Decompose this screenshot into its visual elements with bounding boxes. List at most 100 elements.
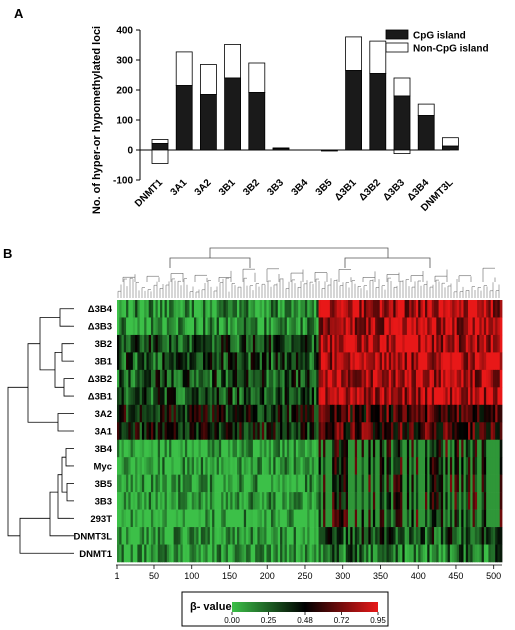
heatmap-cell [191,544,195,563]
heatmap-cell [495,404,498,423]
heatmap-cell [409,439,412,458]
heatmap-cell [452,352,455,371]
row-dendro-branch [59,308,70,327]
heatmap-cell [182,317,186,336]
heatmap-cell [386,422,390,441]
heatmap-cell [409,334,412,353]
heatmap-cell [302,404,306,423]
heatmap-cell [483,352,487,371]
heatmap-cell [209,422,213,441]
heatmap-cell [341,509,344,528]
heatmap-cell [275,474,279,493]
heatmap-cell [218,404,222,423]
heatmap-cell [225,387,229,406]
heatmap-cell [282,457,285,475]
heatmap-cell [461,439,464,458]
heatmap-cell [391,457,394,475]
heatmap-cell [379,369,383,388]
heatmap-cell [162,457,165,475]
heatmap-cell [153,439,156,458]
heatmap-cell [379,334,383,353]
heatmap-cell [431,352,435,371]
heatmap-cell [434,527,437,545]
heatmap-cell [160,509,163,528]
heatmap-cell [126,509,129,528]
heatmap-cell [343,422,347,441]
heatmap-cell [438,300,442,318]
heatmap-cell [483,317,487,336]
heatmap-cell [345,404,349,423]
heatmap-cell [352,509,356,528]
heatmap-cell [243,457,247,475]
heatmap-cell [194,369,197,388]
heatmap-cell [171,404,175,423]
heatmap-cell [180,404,184,423]
heatmap-cell [282,492,285,510]
heatmap-cell [386,334,390,353]
heatmap-cell [141,404,145,423]
heatmap-cell [196,369,199,388]
heatmap-cell [363,369,367,388]
heatmap-cell [255,317,258,336]
heatmap-cell [157,544,161,563]
heatmap-cell [119,509,122,528]
heatmap-cell [438,439,442,458]
heatmap-cell [341,457,344,475]
heatmap-cell [277,369,281,388]
heatmap-cell [250,334,254,353]
heatmap-cell [304,300,308,318]
heatmap-cell [391,527,394,545]
heatmap-cell [232,352,236,371]
heatmap-cell [223,439,227,458]
heatmap-cell [372,352,376,371]
heatmap-cell [302,509,306,528]
heatmap-cell [445,422,449,441]
heatmap-cell [352,317,356,336]
heatmap-cell [452,474,455,493]
heatmap-cell [443,334,446,353]
heatmap-cell [141,457,145,475]
heatmap-cell [187,509,190,528]
heatmap-cell [386,457,390,475]
heatmap-cell [309,300,313,318]
heatmap-cell [218,492,222,510]
heatmap-cell [427,317,430,336]
heatmap-cell [248,369,252,388]
heatmap-cell [379,509,383,528]
heatmap-cell [474,544,478,563]
heatmap-cell [425,422,428,441]
heatmap-cell [348,527,351,545]
heatmap-cell [341,492,344,510]
heatmap-cell [259,544,263,563]
heatmap-cell [350,369,353,388]
heatmap-cell [425,352,428,371]
heatmap-cell [370,387,374,406]
heatmap-cell [214,439,218,458]
heatmap-cell [252,527,256,545]
heatmap-cell [316,334,319,353]
heatmap-cell [384,527,387,545]
heatmap-cell [329,474,333,493]
heatmap-cell [141,300,145,318]
heatmap-cell [246,474,249,493]
heatmap-cell [454,422,458,441]
heatmap-cell [400,387,403,406]
heatmap-cell [286,352,290,371]
heatmap-cell [257,334,261,353]
heatmap-cell [438,334,442,353]
heatmap-cell [284,369,288,388]
heatmap-cell [250,527,254,545]
heatmap-cell [155,317,159,336]
heatmap-cell [388,369,392,388]
heatmap-cell [293,387,297,406]
heatmap-cell [483,422,487,441]
heatmap-cell [218,474,222,493]
heatmap-cell [359,492,362,510]
heatmap-cell [438,492,442,510]
heatmap-cell [348,439,351,458]
heatmap-cell [304,334,308,353]
heatmap-cell [468,457,471,475]
heatmap-cell [150,544,154,563]
heatmap-cell [225,422,229,441]
heatmap-cell [191,334,195,353]
